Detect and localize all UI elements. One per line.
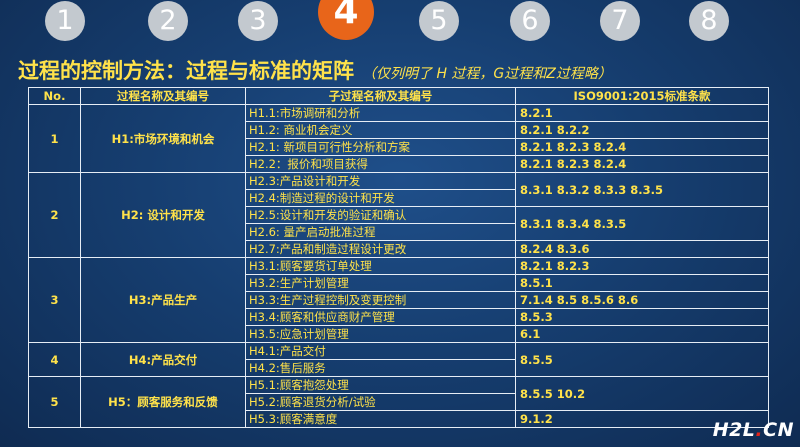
slide-title: 过程的控制方法：过程与标准的矩阵	[18, 59, 354, 83]
subprocess-cell: H3.2:生产计划管理	[245, 274, 516, 292]
group-process: H3:产品生产	[80, 257, 246, 343]
site-watermark: H2L.CN	[713, 419, 794, 441]
iso-cell: 6.1	[515, 325, 769, 343]
subprocess-cell: H4.2:售后服务	[245, 359, 516, 377]
iso-cell: 8.5.3	[515, 308, 769, 326]
subprocess-cell: H5.3:顾客满意度	[245, 410, 516, 428]
iso-cell: 7.1.4 8.5 8.5.6 8.6	[515, 291, 769, 309]
watermark-brand: H2L	[712, 419, 756, 441]
group-no: 5	[28, 376, 81, 428]
group-no: 3	[28, 257, 81, 343]
table-row: H3.5:应急计划管理 6.1	[29, 325, 769, 343]
group-process: H2: 设计和开发	[80, 172, 246, 258]
header-process: 过程名称及其编号	[80, 87, 246, 105]
step-3[interactable]: 3	[238, 1, 278, 41]
group-process: H1:市场环境和机会	[80, 104, 246, 173]
step-5[interactable]: 5	[419, 1, 459, 41]
step-1[interactable]: 1	[45, 1, 85, 41]
iso-cell: 8.5.5	[515, 342, 769, 377]
iso-cell: 8.3.1 8.3.2 8.3.3 8.3.5	[515, 172, 769, 207]
table-row: 3 H3:产品生产 H3.1:顾客要货订单处理 8.2.1 8.2.3	[28, 257, 769, 343]
table-header-row: No. 过程名称及其编号 子过程名称及其编号 ISO9001:2015标准条款	[28, 87, 769, 105]
step-2[interactable]: 2	[148, 1, 188, 41]
table-row: H3.2:生产计划管理 8.5.1	[29, 274, 769, 292]
subprocess-cell: H2.1: 新项目可行性分析和方案	[245, 138, 516, 156]
table-row: 5 H5：顾客服务和反馈 H5.1:顾客抱怨处理 8.5.5 10.2	[28, 376, 769, 428]
subprocess-cell: H3.1:顾客要货订单处理	[245, 257, 516, 275]
subprocess-cell: H1.2: 商业机会定义	[245, 121, 516, 139]
step-4-active[interactable]: 4	[318, 0, 374, 40]
group-process: H4:产品交付	[80, 342, 246, 377]
table-row: 2 H2: 设计和开发 H2.3:产品设计和开发 8.3.1 8.3.2 8.3…	[28, 172, 769, 258]
step-8[interactable]: 8	[689, 1, 729, 41]
table-row: 1 H1:市场环境和机会 H1.1:市场调研和分析 8.2.1	[28, 104, 769, 173]
subprocess-cell: H2.7:产品和制造过程设计更改	[245, 240, 516, 258]
subprocess-cell: H1.1:市场调研和分析	[245, 104, 516, 122]
subprocess-cell: H5.2:顾客退货分析/试验	[245, 393, 516, 411]
table-row: H2.2：报价和项目获得 8.2.1 8.2.3 8.2.4	[29, 155, 769, 173]
subprocess-cell: H2.4:制造过程的设计和开发	[245, 189, 516, 207]
process-standard-matrix: No. 过程名称及其编号 子过程名称及其编号 ISO9001:2015标准条款 …	[28, 87, 769, 428]
subprocess-cell: H3.3:生产过程控制及变更控制	[245, 291, 516, 309]
table-row: H5.3:顾客满意度 9.1.2	[29, 410, 769, 428]
group-no: 2	[28, 172, 81, 258]
subprocess-cell: H4.1:产品交付	[245, 342, 516, 360]
subprocess-cell: H3.4:顾客和供应商财产管理	[245, 308, 516, 326]
group-no: 4	[28, 342, 81, 377]
group-process: H5：顾客服务和反馈	[80, 376, 246, 428]
subprocess-cell: H2.2：报价和项目获得	[245, 155, 516, 173]
slide-note: （仅列明了 H 过程，G过程和Z过程略）	[362, 66, 612, 82]
iso-cell: 8.3.1 8.3.4 8.3.5	[515, 206, 769, 241]
iso-cell: 8.5.5 10.2	[515, 376, 769, 411]
iso-cell: 8.2.1 8.2.3 8.2.4	[515, 155, 769, 173]
table-row: H2.5:设计和开发的验证和确认 8.3.1 8.3.4 8.3.5	[29, 206, 769, 241]
header-iso-clause: ISO9001:2015标准条款	[515, 87, 769, 105]
header-subprocess: 子过程名称及其编号	[245, 87, 516, 105]
subprocess-cell: H2.3:产品设计和开发	[245, 172, 516, 190]
group-no: 1	[28, 104, 81, 173]
iso-cell: 8.2.1	[515, 104, 769, 122]
slide-heading: 过程的控制方法：过程与标准的矩阵 （仅列明了 H 过程，G过程和Z过程略）	[18, 55, 798, 85]
iso-cell: 8.2.1 8.2.3	[515, 257, 769, 275]
iso-cell: 8.2.4 8.3.6	[515, 240, 769, 258]
iso-cell: 8.5.1	[515, 274, 769, 292]
watermark-dot: .	[755, 419, 764, 441]
iso-cell: 9.1.2	[515, 410, 769, 428]
iso-cell: 8.2.1 8.2.2	[515, 121, 769, 139]
step-7[interactable]: 7	[600, 1, 640, 41]
table-row: 4 H4:产品交付 H4.1:产品交付 8.5.5	[28, 342, 769, 377]
step-6[interactable]: 6	[510, 1, 550, 41]
table-row: H3.3:生产过程控制及变更控制 7.1.4 8.5 8.5.6 8.6	[29, 291, 769, 309]
table-row: H2.6: 量产启动批准过程	[29, 223, 769, 241]
subprocess-cell: H2.5:设计和开发的验证和确认	[245, 206, 516, 224]
subprocess-cell: H5.1:顾客抱怨处理	[245, 376, 516, 394]
step-progress-bar: 1 2 3 4 5 6 7 8	[0, 0, 800, 41]
watermark-tld: CN	[763, 419, 794, 441]
header-no: No.	[28, 87, 81, 105]
subprocess-cell: H3.5:应急计划管理	[245, 325, 516, 343]
subprocess-cell: H2.6: 量产启动批准过程	[245, 223, 516, 241]
iso-cell: 8.2.1 8.2.3 8.2.4	[515, 138, 769, 156]
